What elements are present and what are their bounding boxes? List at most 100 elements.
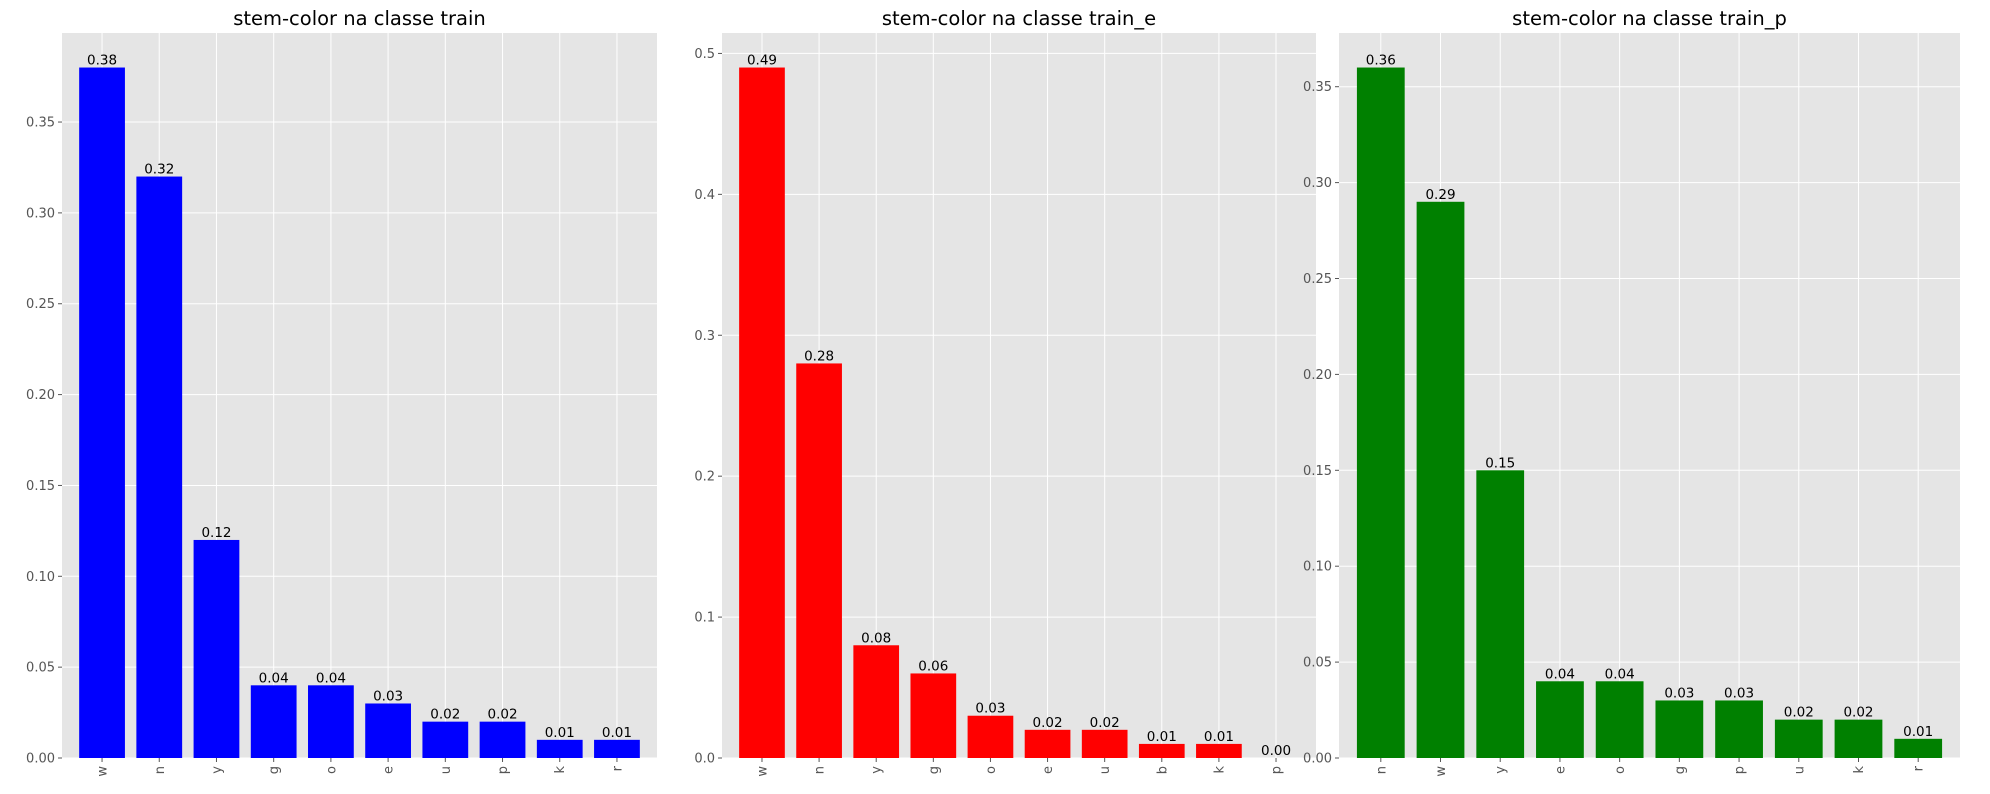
chart-2-x-tick-label: w bbox=[755, 766, 770, 777]
chart-2-value-label: 0.02 bbox=[1090, 715, 1120, 731]
chart-1-y-tick-label: 0.00 bbox=[26, 752, 55, 767]
chart-2-y-tick-label: 0.3 bbox=[694, 329, 715, 344]
chart-2-bar-b bbox=[1138, 743, 1185, 758]
chart-1-bar-u bbox=[422, 721, 469, 758]
chart-3-x-tick-label: y bbox=[1494, 766, 1509, 774]
chart-2-x-tick-label: g bbox=[927, 766, 942, 774]
chart-3-bar-y bbox=[1476, 470, 1525, 758]
chart-3-x-tick-label: n bbox=[1374, 766, 1389, 774]
chart-3-value-label: 0.03 bbox=[1724, 685, 1754, 701]
chart-3-x-tick-label: k bbox=[1852, 766, 1867, 774]
chart-1-bar-e bbox=[365, 703, 411, 758]
chart-2-bar-u bbox=[1081, 729, 1128, 758]
chart-3-value-label: 0.36 bbox=[1366, 53, 1396, 69]
chart-3-value-label: 0.01 bbox=[1903, 724, 1933, 740]
chart-1-x-tick-label: e bbox=[382, 766, 397, 774]
chart-3-bar-e bbox=[1536, 681, 1584, 758]
chart-2-y-tick-label: 0.1 bbox=[694, 611, 715, 626]
chart-2-x-tick-label: b bbox=[1155, 766, 1170, 774]
chart-3-x-tick-label: o bbox=[1613, 766, 1628, 774]
chart-1-bar-k bbox=[536, 739, 583, 758]
chart-2-x-tick-label: o bbox=[984, 766, 999, 774]
chart-3-bar-k bbox=[1834, 719, 1883, 758]
chart-3-y-tick-label: 0.15 bbox=[1303, 464, 1332, 479]
chart-1-x-tick-label: o bbox=[324, 766, 339, 774]
chart-2-y-tick-label: 0.5 bbox=[694, 47, 715, 62]
chart-3-y-tick-label: 0.05 bbox=[1303, 656, 1332, 671]
chart-1-x-tick-label: r bbox=[610, 765, 625, 771]
chart-1-value-label: 0.32 bbox=[144, 162, 174, 178]
chart-2-x-tick-label: y bbox=[870, 766, 885, 774]
chart-2-value-label: 0.00 bbox=[1261, 743, 1291, 759]
chart-3-bar-g bbox=[1655, 700, 1704, 758]
chart-2-value-label: 0.01 bbox=[1204, 729, 1234, 745]
chart-1-value-label: 0.38 bbox=[87, 53, 117, 69]
chart-3-bar-r bbox=[1894, 738, 1943, 758]
chart-3-value-label: 0.04 bbox=[1545, 666, 1575, 682]
chart-3-value-label: 0.04 bbox=[1605, 666, 1635, 682]
chart-1-x-tick-label: u bbox=[439, 766, 454, 774]
chart-3-x-tick-label: w bbox=[1434, 766, 1449, 777]
chart-1-value-label: 0.02 bbox=[487, 707, 517, 723]
chart-2-value-label: 0.02 bbox=[1033, 715, 1063, 731]
chart-2-bar-y bbox=[853, 645, 900, 758]
chart-2-bar-o bbox=[967, 715, 1014, 758]
chart-3-x-tick-label: p bbox=[1733, 766, 1748, 774]
chart-1-x-tick-label: g bbox=[267, 766, 282, 774]
chart-3-value-label: 0.03 bbox=[1664, 685, 1694, 701]
chart-2-x-tick-label: n bbox=[813, 766, 828, 774]
chart-3-y-tick-label: 0.00 bbox=[1303, 752, 1332, 767]
chart-2-x-tick-label: p bbox=[1270, 766, 1285, 774]
chart-3-y-tick-label: 0.20 bbox=[1303, 368, 1332, 383]
chart-2-y-tick-label: 0.2 bbox=[694, 470, 715, 485]
chart-3-bar-o bbox=[1595, 681, 1644, 758]
chart-2-y-tick-label: 0.4 bbox=[694, 188, 715, 203]
chart-2-bar-k bbox=[1196, 743, 1242, 758]
chart-1-x-tick-label: k bbox=[553, 766, 568, 774]
chart-3-y-tick-label: 0.25 bbox=[1303, 272, 1332, 287]
chart-1-value-label: 0.01 bbox=[545, 725, 575, 741]
chart-2-bar-w bbox=[739, 67, 785, 759]
chart-1-bar-g bbox=[250, 685, 297, 758]
chart-1-bar-w bbox=[79, 67, 125, 759]
chart-1-y-tick-label: 0.10 bbox=[26, 570, 55, 585]
chart-1-bar-o bbox=[308, 685, 354, 758]
chart-1-x-tick-label: y bbox=[210, 766, 225, 774]
chart-1-y-tick-label: 0.15 bbox=[26, 479, 55, 494]
chart-3-value-label: 0.15 bbox=[1485, 455, 1515, 471]
chart-1-bar-n bbox=[136, 176, 183, 758]
chart-2-x-tick-label: u bbox=[1098, 766, 1113, 774]
chart-1-value-label: 0.02 bbox=[430, 707, 460, 723]
chart-3-bar-n bbox=[1356, 67, 1405, 759]
chart-1-bar-r bbox=[594, 739, 640, 758]
chart-3-y-tick-label: 0.30 bbox=[1303, 176, 1332, 191]
chart-1-bar-p bbox=[479, 721, 526, 758]
chart-3-value-label: 0.02 bbox=[1843, 705, 1873, 721]
chart-2-x-tick-label: e bbox=[1041, 766, 1056, 774]
chart-2-value-label: 0.49 bbox=[747, 53, 777, 69]
chart-3-value-label: 0.02 bbox=[1784, 705, 1814, 721]
chart-2-value-label: 0.28 bbox=[804, 348, 834, 364]
chart-3-bar-w bbox=[1416, 201, 1465, 758]
chart-1-x-tick-label: n bbox=[153, 766, 168, 774]
chart-1-value-label: 0.03 bbox=[373, 688, 403, 704]
chart-2-x-tick-label: k bbox=[1212, 766, 1227, 774]
chart-1-y-tick-label: 0.05 bbox=[26, 661, 55, 676]
chart-2-value-label: 0.03 bbox=[975, 701, 1005, 717]
chart-3-value-label: 0.29 bbox=[1425, 187, 1455, 203]
chart-3-x-tick-label: e bbox=[1553, 766, 1568, 774]
chart-2-value-label: 0.06 bbox=[918, 658, 948, 674]
chart-3-bar-u bbox=[1774, 719, 1823, 758]
chart-1-value-label: 0.12 bbox=[201, 525, 231, 541]
chart-1-y-tick-label: 0.25 bbox=[26, 297, 55, 312]
chart-3-y-tick-label: 0.10 bbox=[1303, 560, 1332, 575]
chart-2-title: stem-color na classe train_e bbox=[882, 7, 1156, 30]
chart-2-bar-n bbox=[796, 363, 842, 758]
chart-3-x-tick-label: u bbox=[1792, 766, 1807, 774]
chart-2-y-tick-label: 0.0 bbox=[694, 752, 715, 767]
chart-1-x-tick-label: w bbox=[96, 766, 111, 777]
chart-1-title: stem-color na classe train bbox=[233, 7, 486, 30]
chart-1-x-tick-label: p bbox=[496, 766, 511, 774]
